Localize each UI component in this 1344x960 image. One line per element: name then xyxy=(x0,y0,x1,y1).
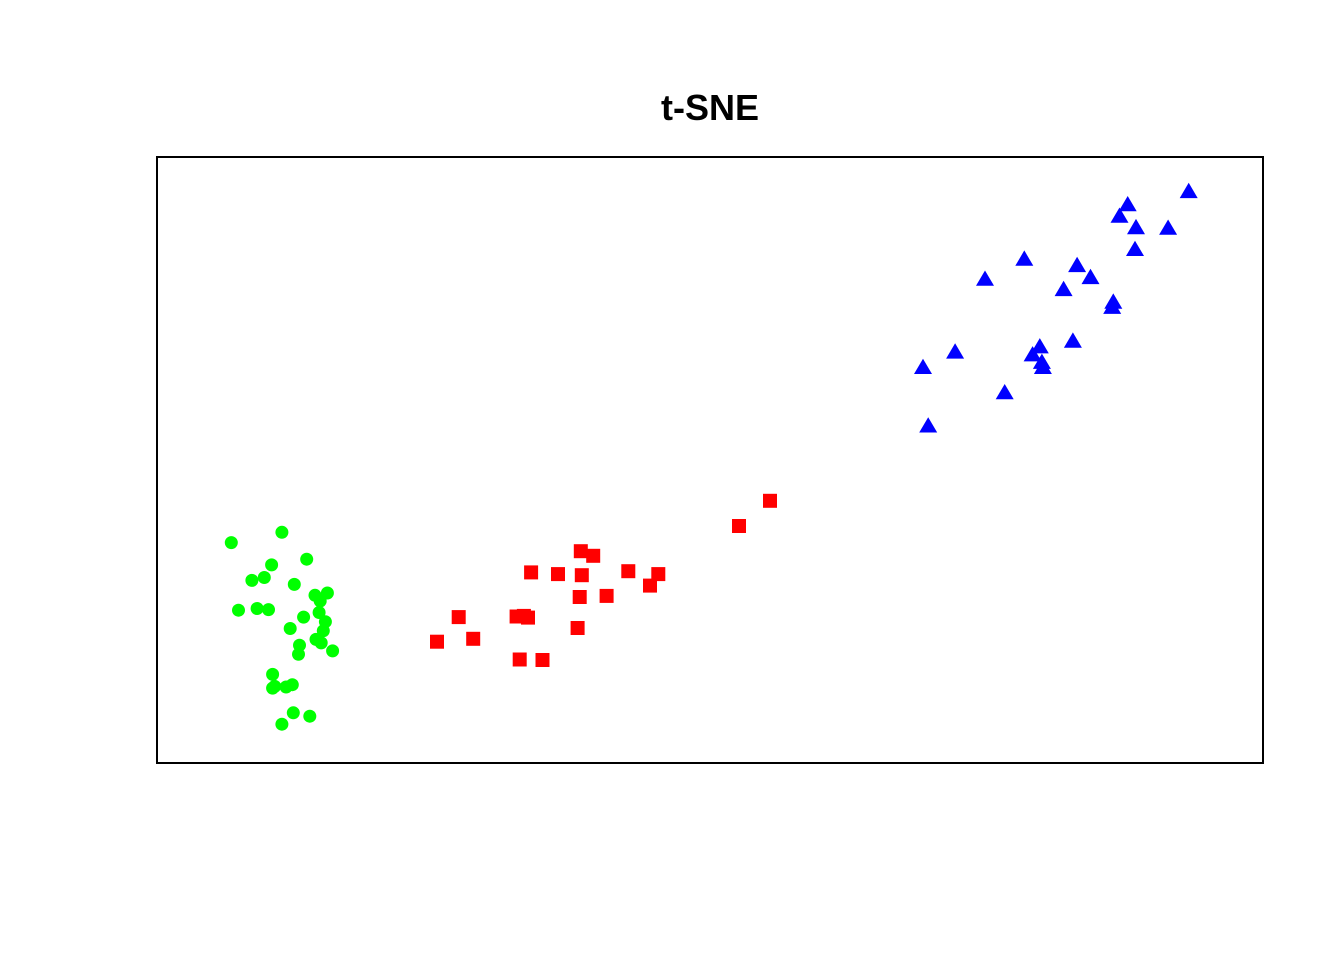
data-point-square-1-17 xyxy=(466,631,481,646)
data-point-square-1-9 xyxy=(643,578,657,593)
data-point-circle-0-5 xyxy=(245,573,259,587)
data-point-square-1-11 xyxy=(572,590,587,604)
data-point-square-1-8 xyxy=(651,567,666,582)
data-point-circle-0-6 xyxy=(287,577,301,591)
data-point-triangle-2-2 xyxy=(1110,207,1129,223)
data-point-circle-0-12 xyxy=(262,603,275,617)
data-point-triangle-2-13 xyxy=(1063,332,1082,348)
data-point-circle-0-2 xyxy=(300,552,314,566)
data-point-circle-0-3 xyxy=(265,558,279,572)
data-point-square-1-10 xyxy=(599,588,614,603)
data-point-triangle-2-15 xyxy=(946,343,965,359)
data-point-triangle-2-16 xyxy=(1023,346,1042,362)
data-point-triangle-2-10 xyxy=(1054,280,1073,297)
data-point-triangle-2-3 xyxy=(1127,218,1145,235)
data-point-square-1-15 xyxy=(451,610,466,625)
data-point-triangle-2-4 xyxy=(1159,219,1178,235)
data-point-square-1-4 xyxy=(524,565,539,580)
data-point-circle-0-11 xyxy=(232,603,245,617)
data-point-circle-0-16 xyxy=(283,622,297,635)
data-point-circle-0-0 xyxy=(224,536,238,550)
plot-frame xyxy=(156,156,1264,764)
data-point-triangle-2-19 xyxy=(914,358,932,374)
data-point-square-1-19 xyxy=(512,652,527,667)
data-point-triangle-2-12 xyxy=(1103,298,1122,314)
data-point-circle-0-13 xyxy=(312,606,326,619)
data-point-triangle-2-6 xyxy=(1015,250,1034,266)
data-point-triangle-2-14 xyxy=(1030,338,1049,354)
data-point-triangle-2-7 xyxy=(1068,256,1087,273)
data-point-circle-0-19 xyxy=(314,636,328,650)
data-point-circle-0-4 xyxy=(257,571,271,584)
data-points-layer xyxy=(224,182,1198,731)
data-point-triangle-2-5 xyxy=(1126,240,1144,256)
data-point-square-1-20 xyxy=(535,653,550,667)
data-point-circle-0-10 xyxy=(250,602,264,615)
data-point-triangle-2-20 xyxy=(995,384,1014,400)
data-point-square-1-7 xyxy=(621,564,636,579)
data-point-square-1-1 xyxy=(732,519,746,533)
data-point-circle-0-22 xyxy=(292,647,305,661)
data-point-circle-0-28 xyxy=(286,706,300,720)
data-point-circle-0-30 xyxy=(275,717,289,731)
data-point-circle-0-29 xyxy=(303,709,317,723)
chart-title: t-SNE xyxy=(661,87,759,128)
data-point-circle-0-21 xyxy=(326,644,340,658)
data-point-square-1-18 xyxy=(430,634,444,649)
data-point-circle-0-14 xyxy=(297,610,311,624)
data-point-circle-0-27 xyxy=(279,680,293,694)
data-point-square-1-16 xyxy=(570,621,585,635)
data-point-triangle-2-1 xyxy=(1118,196,1137,212)
data-point-square-1-6 xyxy=(574,568,589,583)
data-point-triangle-2-8 xyxy=(1081,268,1100,285)
data-point-triangle-2-18 xyxy=(1033,358,1052,374)
data-point-square-1-5 xyxy=(551,567,565,582)
data-point-triangle-2-0 xyxy=(1179,182,1198,199)
data-point-square-1-3 xyxy=(586,548,601,563)
data-point-circle-0-25 xyxy=(266,681,280,695)
data-point-circle-0-17 xyxy=(316,624,330,638)
data-point-triangle-2-21 xyxy=(919,417,938,433)
data-point-triangle-2-9 xyxy=(976,270,994,286)
data-point-circle-0-9 xyxy=(313,594,327,608)
data-point-square-1-14 xyxy=(516,608,531,623)
data-point-circle-0-1 xyxy=(275,525,289,539)
data-point-square-1-0 xyxy=(763,493,777,508)
data-point-square-1-2 xyxy=(573,544,588,559)
data-point-circle-0-23 xyxy=(266,667,280,681)
